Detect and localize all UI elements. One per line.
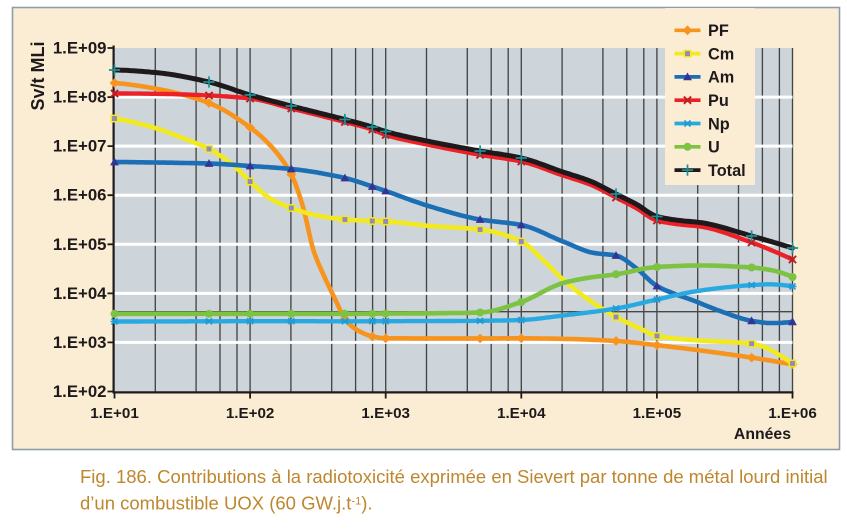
svg-text:1.E+05: 1.E+05 — [633, 405, 682, 422]
svg-text:Am: Am — [708, 69, 734, 87]
svg-text:Années: Années — [734, 426, 791, 443]
svg-text:Sv/t MLi: Sv/t MLi — [28, 41, 48, 110]
svg-text:Total: Total — [708, 162, 746, 180]
svg-text:1.E+08: 1.E+08 — [53, 88, 107, 107]
svg-text:Np: Np — [708, 115, 730, 133]
svg-text:1.E+06: 1.E+06 — [53, 186, 107, 205]
svg-text:1.E+01: 1.E+01 — [90, 405, 139, 422]
svg-text:U: U — [708, 139, 720, 157]
svg-text:1.E+04: 1.E+04 — [53, 284, 107, 303]
svg-text:1.E+06: 1.E+06 — [768, 405, 817, 422]
svg-text:1.E+05: 1.E+05 — [53, 235, 107, 254]
svg-text:Fig. 186. Contributions à la r: Fig. 186. Contributions à la radiotoxici… — [80, 466, 828, 487]
svg-text:1.E+07: 1.E+07 — [53, 137, 107, 156]
svg-text:Pu: Pu — [708, 92, 729, 110]
svg-text:1.E+04: 1.E+04 — [497, 405, 546, 422]
svg-text:1.E+03: 1.E+03 — [53, 333, 107, 352]
svg-text:d’un combustible UOX (60 GW.j.: d’un combustible UOX (60 GW.j.t-1). — [80, 492, 373, 513]
svg-text:1.E+09: 1.E+09 — [53, 39, 107, 58]
svg-text:Cm: Cm — [708, 45, 734, 63]
svg-text:1.E+02: 1.E+02 — [53, 382, 107, 401]
svg-text:PF: PF — [708, 22, 729, 40]
svg-text:1.E+02: 1.E+02 — [226, 405, 275, 422]
svg-text:1.E+03: 1.E+03 — [361, 405, 410, 422]
